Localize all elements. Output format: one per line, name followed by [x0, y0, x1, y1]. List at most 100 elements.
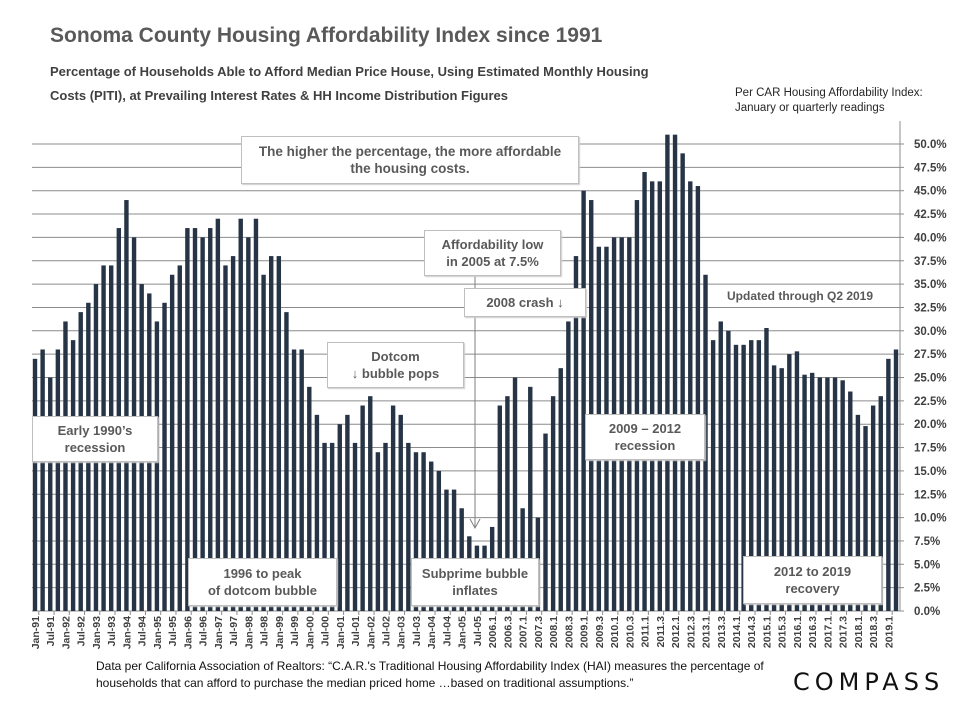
bar [314, 414, 320, 611]
bar [200, 237, 205, 611]
x-tick-label: 2015.3 [777, 616, 789, 648]
x-tick-label: 2018.1 [853, 616, 865, 648]
bar [322, 442, 327, 611]
bar [360, 405, 365, 611]
bar [208, 228, 213, 611]
x-tick-label: 2017.1 [822, 616, 834, 648]
annotation-recovery: 2012 to 2019 recovery [743, 556, 882, 604]
x-tick-label: Jul-04 [441, 616, 453, 647]
x-tick-label: 2012.3 [685, 616, 697, 648]
bar [261, 274, 266, 611]
bar [398, 414, 403, 611]
bar [368, 396, 373, 611]
bar [733, 344, 739, 611]
x-tick-label: Jul-01 [350, 616, 362, 647]
bar [154, 321, 160, 611]
bar [505, 396, 510, 611]
x-tick-label: Jul-99 [289, 616, 301, 647]
y-tick-label: 47.5% [914, 162, 947, 174]
y-tick-label: 0.0% [914, 606, 940, 618]
x-tick-label: Jul-95 [167, 616, 179, 647]
y-tick-label: 12.5% [914, 489, 947, 501]
x-tick-label: 2009.3 [594, 616, 606, 648]
annotation-2008-crash: 2008 crash ↓ [464, 288, 586, 317]
bar [771, 365, 777, 611]
x-tick-label: 2008.3 [563, 616, 575, 648]
bar [70, 340, 76, 611]
x-tick-label: 2010.3 [624, 616, 636, 648]
bar [352, 442, 358, 611]
chart-subtitle-1: Percentage of Households Able to Afford … [50, 64, 649, 79]
bar [291, 349, 297, 611]
y-tick-label: 5.0% [914, 559, 940, 571]
x-tick-label: Jul-97 [228, 616, 240, 647]
annotation-arrow-head [469, 518, 481, 530]
x-tick-label: 2011.3 [655, 616, 667, 648]
x-tick-label: 2006.1 [487, 616, 499, 648]
bar [543, 433, 548, 611]
bar [230, 256, 236, 611]
x-tick-label: 2006.3 [502, 616, 514, 648]
bar [787, 354, 792, 611]
bar [756, 340, 762, 611]
bar [840, 380, 845, 611]
y-tick-label: 50.0% [914, 139, 947, 151]
x-tick-label: Jan-95 [152, 616, 164, 649]
bar [589, 200, 594, 612]
y-tick-label: 45.0% [914, 186, 947, 198]
compass-logo: COMPASS [793, 668, 945, 696]
bar [749, 340, 754, 611]
x-tick-label: Jul-91 [45, 616, 57, 647]
bar [192, 228, 198, 611]
y-tick-label: 25.0% [914, 373, 947, 385]
bar [848, 391, 853, 611]
bar [337, 424, 342, 611]
bar [558, 368, 563, 611]
x-tick-label: 2007.3 [533, 616, 545, 648]
bar [162, 302, 167, 611]
bar [665, 134, 670, 611]
index-note: Per CAR Housing Affordability Index: Jan… [735, 87, 923, 114]
bar [642, 172, 647, 611]
bar [444, 489, 449, 611]
bar [825, 377, 830, 611]
bar [177, 265, 182, 611]
bar [238, 218, 243, 611]
bar [649, 181, 655, 612]
annotation-dotcom: Dotcom ↓ bubble pops [327, 342, 464, 388]
bar [276, 256, 282, 611]
bar [528, 386, 533, 611]
x-tick-label: Jan-02 [365, 616, 377, 649]
x-tick-label: Jul-05 [472, 616, 484, 647]
bar [329, 442, 335, 611]
x-tick-label: Jan-00 [304, 616, 316, 649]
bar [63, 321, 68, 611]
x-tick-label: 2013.1 [701, 616, 713, 648]
y-tick-label: 42.5% [914, 209, 947, 221]
bar [284, 312, 289, 611]
bar [817, 377, 823, 611]
x-tick-label: Jul-92 [76, 616, 88, 647]
x-tick-label: 2013.3 [716, 616, 728, 648]
x-tick-label: Jul-94 [137, 616, 149, 647]
bar [185, 228, 190, 611]
bar [878, 396, 883, 611]
bar [169, 274, 175, 611]
bar [345, 414, 350, 611]
x-tick-label: 2015.1 [761, 616, 773, 648]
y-tick-label: 35.0% [914, 279, 947, 291]
bar [741, 344, 746, 611]
bar [802, 374, 807, 611]
bar [406, 442, 411, 611]
bar [672, 134, 678, 611]
bar [794, 351, 800, 611]
annotation-higher: The higher the percentage, the more affo… [241, 136, 579, 184]
x-tick-label: Jan-94 [121, 616, 133, 649]
bar [634, 200, 640, 612]
bar [375, 452, 381, 611]
bar [421, 452, 426, 611]
bar [695, 186, 701, 611]
chart-subtitle-2: Costs (PITI), at Prevailing Interest Rat… [50, 88, 508, 103]
y-tick-label: 15.0% [914, 466, 947, 478]
